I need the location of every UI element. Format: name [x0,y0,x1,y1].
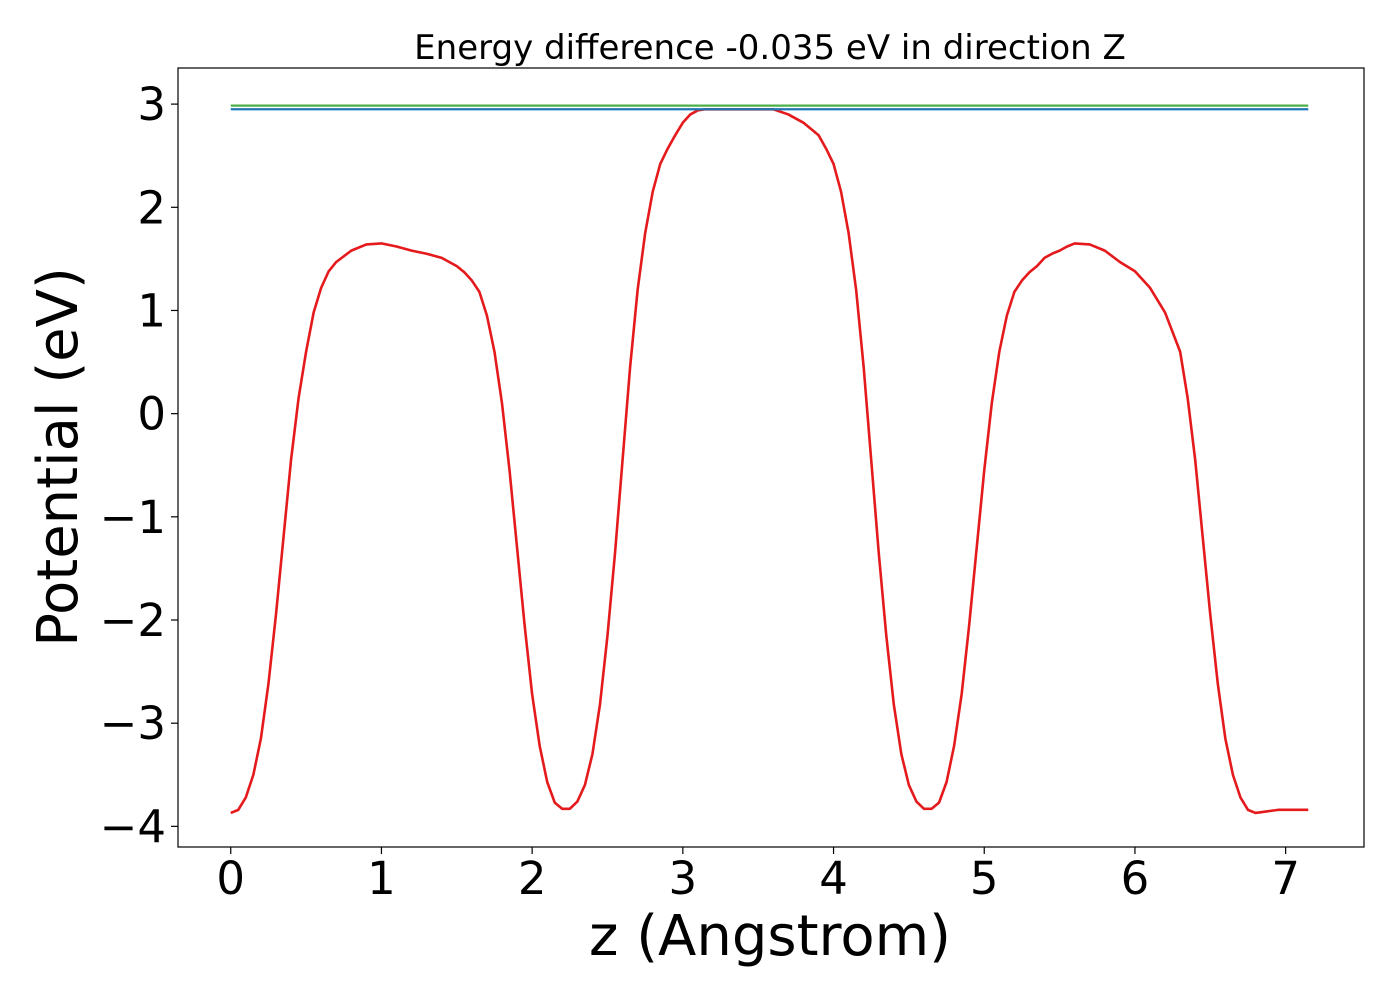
x-tick-label: 3 [669,852,698,905]
x-tick-label: 7 [1271,852,1300,905]
x-axis: 0 1 2 3 4 5 6 7 [216,847,1300,905]
plot-frame [177,67,1365,848]
y-tick-label: 3 [137,78,166,131]
y-tick-label: −4 [100,800,166,853]
x-tick-label: 2 [518,852,547,905]
potential-curve [230,107,1309,815]
chart-title: Energy difference -0.035 eV in direction… [414,28,1126,68]
x-tick-label: 6 [1121,852,1150,905]
y-axis: −4 −3 −2 −1 0 1 2 3 [100,78,178,853]
x-tick-label: 5 [970,852,999,905]
y-tick-label: −1 [100,491,166,544]
y-tick-label: 0 [137,388,166,441]
x-tick-label: 1 [367,852,396,905]
y-tick-label: −2 [100,594,166,647]
y-tick-label: −3 [100,697,166,750]
x-axis-label: z (Angstrom) [589,904,951,969]
y-tick-label: 1 [137,284,166,337]
y-axis-label: Potential (eV) [26,267,91,647]
y-tick-label: 2 [137,181,166,234]
x-tick-label: 4 [819,852,848,905]
x-tick-label: 0 [216,852,245,905]
plot-lines [230,104,1309,815]
